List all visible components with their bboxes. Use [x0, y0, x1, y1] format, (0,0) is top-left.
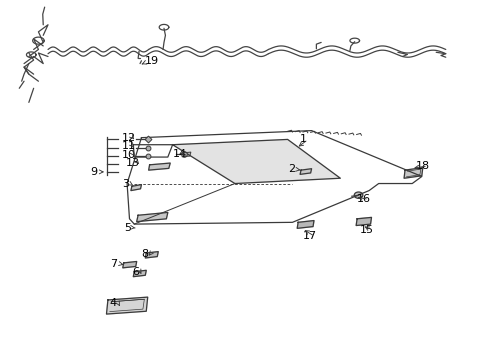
- Polygon shape: [148, 163, 170, 170]
- Polygon shape: [133, 270, 146, 277]
- Text: 5: 5: [123, 222, 130, 233]
- Polygon shape: [300, 169, 311, 174]
- Text: 9: 9: [90, 167, 97, 177]
- Polygon shape: [131, 185, 141, 190]
- Circle shape: [353, 192, 362, 198]
- Text: 2: 2: [287, 165, 294, 174]
- Text: 4: 4: [109, 298, 116, 308]
- Text: 15: 15: [359, 225, 373, 235]
- Polygon shape: [297, 221, 313, 228]
- Polygon shape: [145, 252, 158, 258]
- Text: 18: 18: [415, 161, 429, 171]
- Text: 6: 6: [132, 267, 139, 278]
- Text: 3: 3: [122, 179, 129, 189]
- Text: 10: 10: [121, 150, 135, 159]
- Text: 14: 14: [172, 149, 186, 158]
- Text: 1: 1: [299, 134, 306, 144]
- Text: 13: 13: [126, 158, 140, 168]
- Text: 11: 11: [121, 141, 135, 152]
- Polygon shape: [106, 297, 147, 314]
- Text: 19: 19: [144, 56, 159, 66]
- Text: 17: 17: [303, 231, 316, 242]
- Text: 7: 7: [110, 258, 117, 269]
- Polygon shape: [182, 152, 190, 157]
- Text: 8: 8: [141, 249, 148, 259]
- Polygon shape: [355, 217, 371, 225]
- Polygon shape: [137, 212, 167, 222]
- Polygon shape: [122, 261, 137, 268]
- Text: 12: 12: [121, 133, 135, 143]
- Polygon shape: [172, 139, 340, 184]
- Text: 16: 16: [356, 194, 370, 204]
- Polygon shape: [403, 168, 422, 178]
